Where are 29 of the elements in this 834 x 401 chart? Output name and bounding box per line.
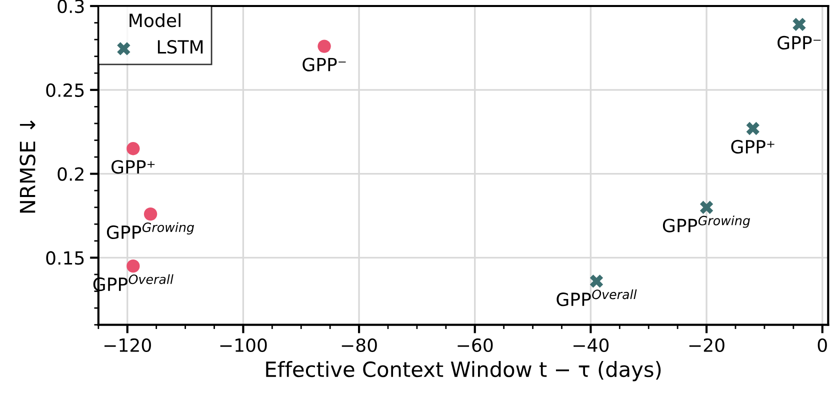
annotation: GPP⁻ xyxy=(302,58,346,72)
x-tick-label: −100 xyxy=(220,338,267,352)
point xyxy=(700,200,714,214)
point xyxy=(126,142,140,156)
x-axis-title: Effective Context Window t − τ (days) xyxy=(266,361,661,382)
x-tick-label: −20 xyxy=(689,338,724,352)
annotation: GPP$^{Growing}$ xyxy=(662,216,750,232)
x-tick-label: −60 xyxy=(458,338,493,352)
annotation: GPP⁺ xyxy=(112,160,155,174)
y-tick-label: 0.15 xyxy=(46,251,84,265)
legend-label: LSTM xyxy=(158,40,203,54)
y-tick-label: 0.2 xyxy=(58,167,84,181)
point xyxy=(746,122,760,136)
annotation: GPP⁺ xyxy=(731,140,774,154)
annotation: GPP$^{Overall}$ xyxy=(556,289,637,306)
x-tick-label: −40 xyxy=(574,338,609,352)
annotation: GPP⁻ xyxy=(778,36,821,50)
point xyxy=(590,274,604,288)
legend-title: Model xyxy=(130,13,180,28)
point xyxy=(144,207,158,221)
x-tick-label: −120 xyxy=(104,338,151,352)
point xyxy=(126,259,140,273)
annotation: GPP$^{Growing}$ xyxy=(106,222,194,240)
point xyxy=(318,40,331,53)
x-tick-label: 0 xyxy=(818,338,827,352)
point xyxy=(792,18,806,32)
y-axis-title: NRMSE ↓ xyxy=(20,120,36,213)
x-tick-label: −80 xyxy=(342,338,377,352)
y-tick-label: 0.25 xyxy=(46,83,84,98)
